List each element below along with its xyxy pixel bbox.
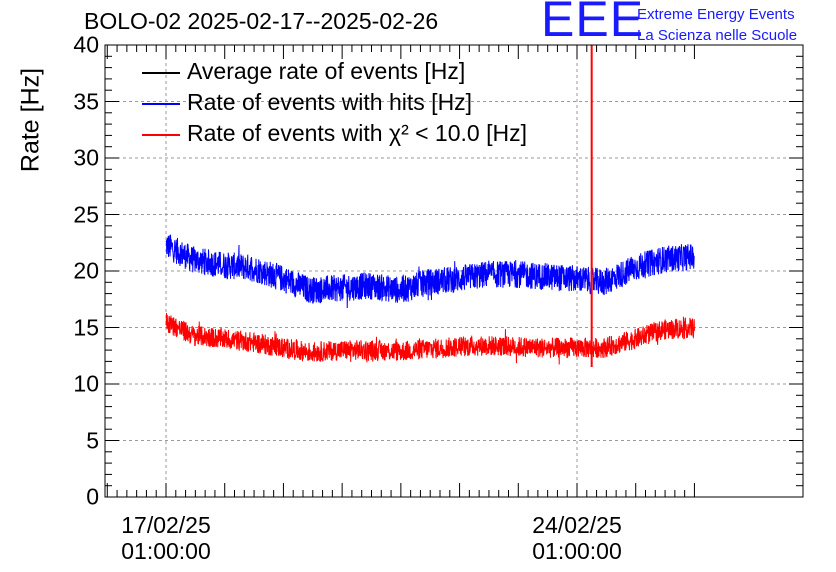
logo-caption-line1: Extreme Energy Events: [637, 6, 795, 23]
x-tick-label-1: 24/02/25 01:00:00: [532, 512, 622, 564]
x-tick-label-0: 17/02/25 01:00:00: [121, 512, 211, 564]
logo-caption-line2: La Scienza nelle Scuole: [637, 27, 798, 44]
y-tick-label-1: 5: [86, 427, 99, 453]
series-line-0: [165, 234, 695, 308]
y-axis-label: Rate [Hz]: [16, 67, 45, 173]
y-tick-label-2: 10: [73, 370, 99, 397]
y-tick-label-4: 20: [73, 257, 99, 284]
x-tick-date-0: 17/02/25: [121, 512, 211, 538]
x-tick-time-1: 01:00:00: [532, 538, 622, 564]
y-tick-label-3: 15: [73, 314, 99, 340]
x-tick-time-0: 01:00:00: [121, 538, 211, 564]
y-tick-label-7: 35: [73, 88, 99, 114]
y-tick-label-0: 0: [86, 483, 99, 510]
chart-title: BOLO-02 2025-02-17--2025-02-26: [84, 8, 439, 34]
legend-swatch-average: [142, 72, 180, 74]
legend-label-chi2: Rate of events with χ² < 10.0 [Hz]: [187, 120, 527, 146]
y-tick-label-6: 30: [73, 144, 99, 171]
y-tick-label-8: 40: [73, 31, 99, 58]
series-line-1: [165, 313, 695, 365]
logo-caption: Extreme Energy Events La Scienza nelle S…: [637, 4, 797, 46]
legend-swatch-chi2: [142, 134, 180, 136]
eee-logo: EEE: [541, 0, 645, 47]
legend-label-average: Average rate of events [Hz]: [187, 58, 466, 84]
legend-label-hits: Rate of events with hits [Hz]: [187, 89, 473, 115]
legend-swatch-hits: [142, 103, 180, 105]
x-tick-date-1: 24/02/25: [532, 512, 622, 538]
y-tick-label-5: 25: [73, 201, 99, 227]
